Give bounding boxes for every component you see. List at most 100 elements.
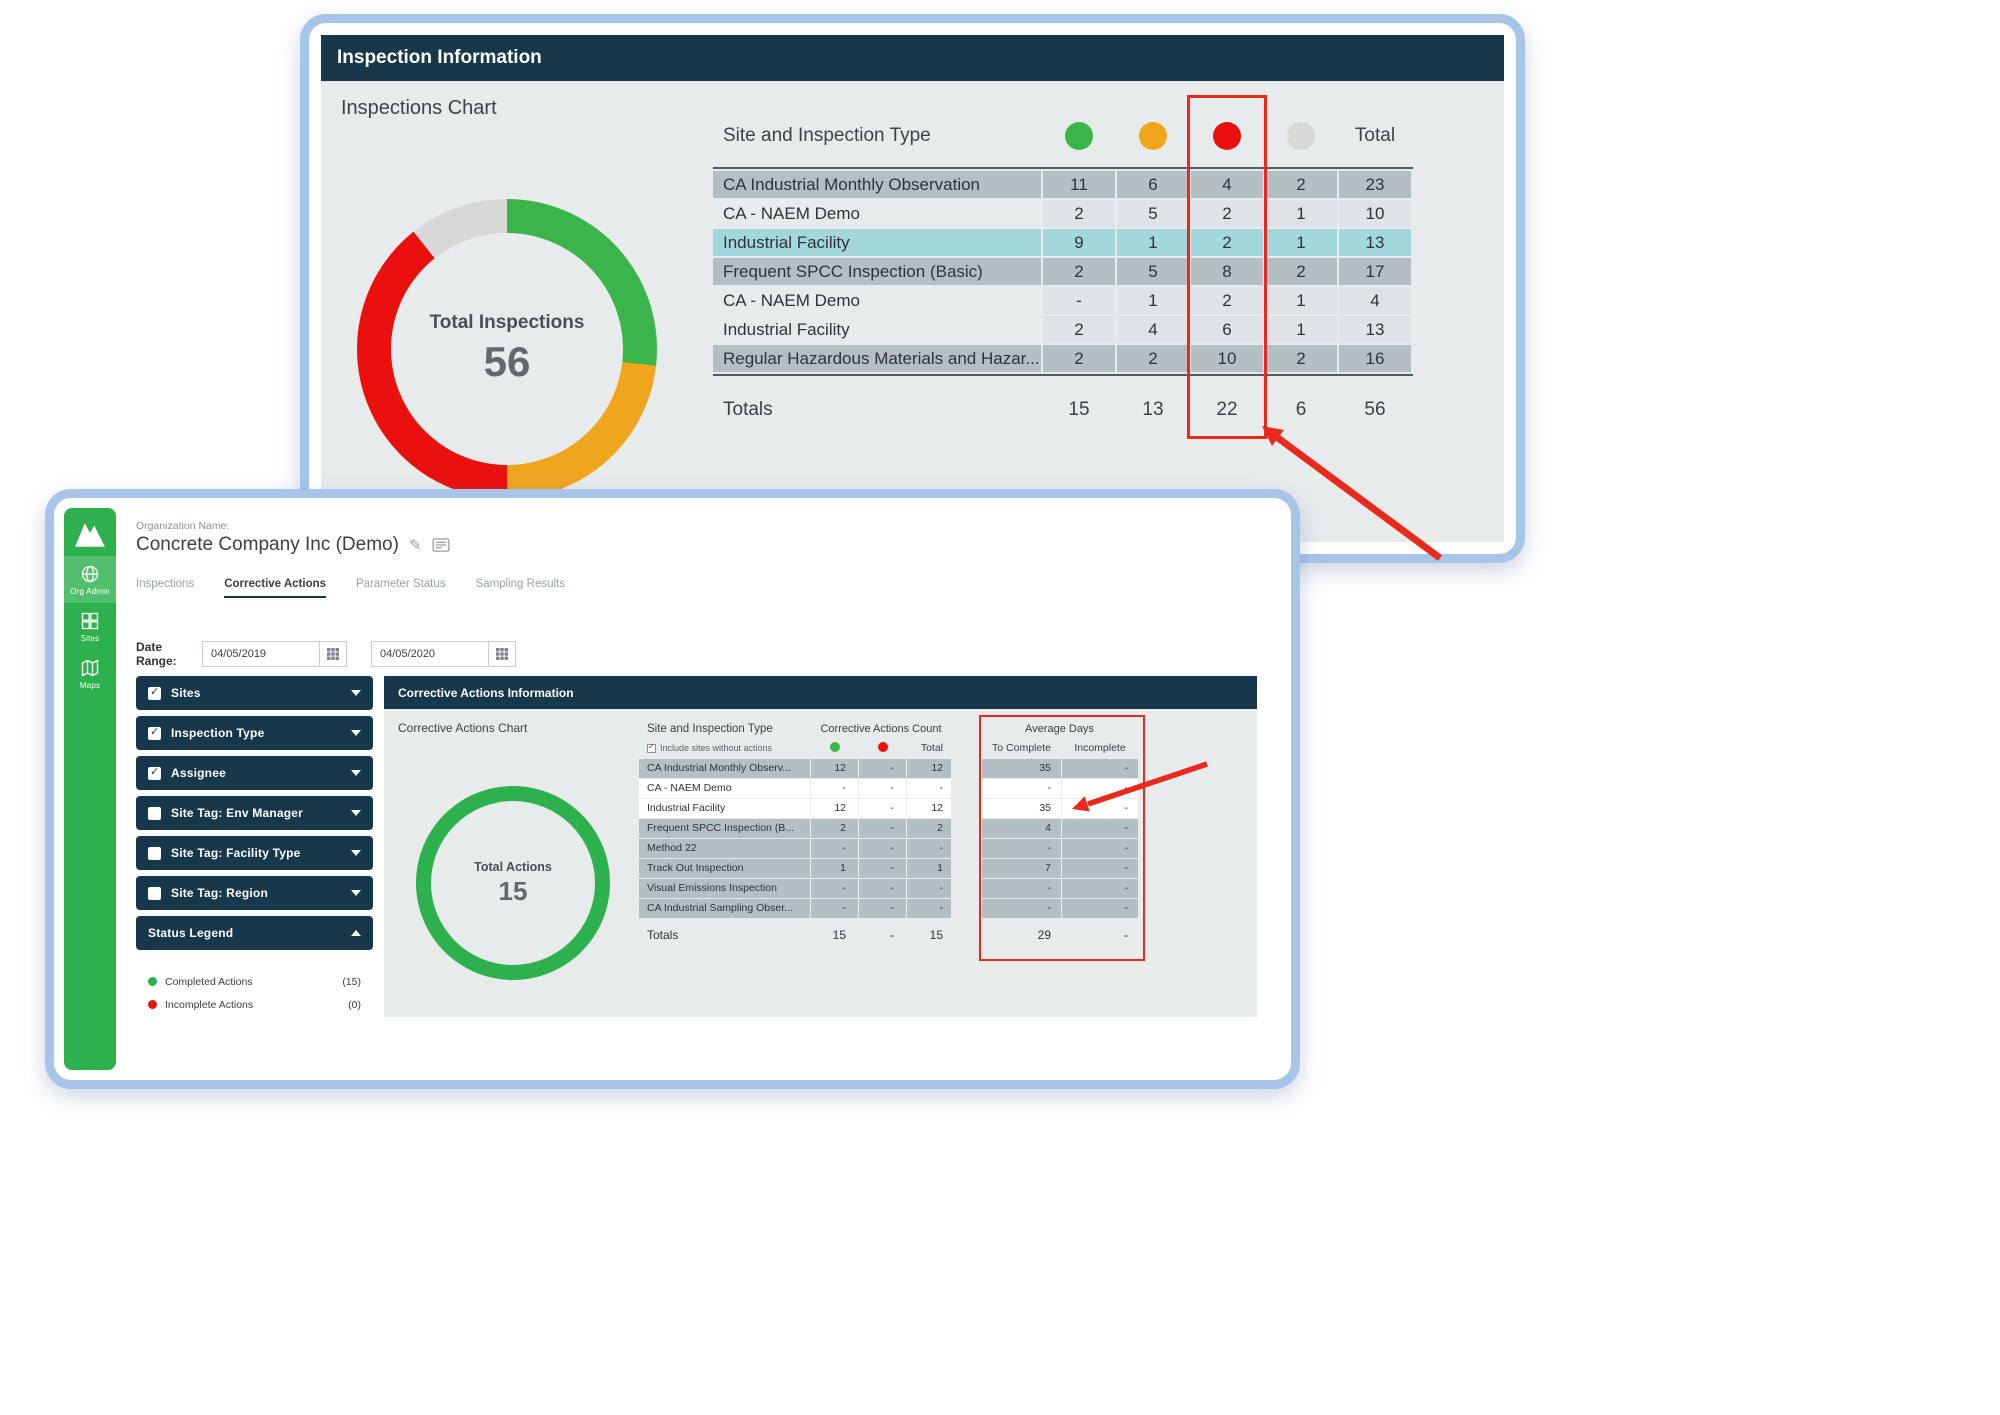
date-range-label: Date Range: <box>136 640 177 668</box>
inspections-donut-chart: Total Inspections 56 <box>357 199 657 499</box>
filter-dropdown-button[interactable]: Status Legend <box>136 916 373 950</box>
total-count-cell: 12 <box>907 759 951 778</box>
organization-name-label: Organization Name: <box>136 520 230 532</box>
column-header-to-complete: To Complete <box>992 742 1051 754</box>
date-end-calendar-button[interactable] <box>489 641 516 667</box>
site-name-cell: Frequent SPCC Inspection (B... <box>639 819 810 838</box>
filter-checkbox[interactable] <box>148 846 161 860</box>
date-start-calendar-button[interactable] <box>320 641 347 667</box>
filter-label: Site Tag: Facility Type <box>171 846 301 860</box>
site-name-cell: Regular Hazardous Materials and Hazar... <box>713 345 1041 372</box>
gray-count-cell: 1 <box>1265 316 1337 343</box>
date-end-input[interactable] <box>371 641 489 667</box>
inspection-type-table: Site and Inspection Type Total CA Indust… <box>713 105 1413 432</box>
filter-checkbox[interactable] <box>148 765 161 780</box>
site-name-cell: Industrial Facility <box>639 799 810 818</box>
filter-dropdown-button[interactable]: Sites <box>136 676 373 710</box>
red-count-cell: - <box>859 859 906 878</box>
totals-orange: 13 <box>1142 399 1164 420</box>
sidebar-label: Org Admin <box>70 587 110 596</box>
site-name-cell: Method 22 <box>639 839 810 858</box>
inspection-table-row[interactable]: Industrial Facility 9 1 2 1 13 <box>713 229 1413 256</box>
red-count-cell: - <box>859 799 906 818</box>
include-sites-checkbox-row[interactable]: Include sites without actions <box>639 743 810 753</box>
filter-dropdown-button[interactable]: Inspection Type <box>136 716 373 750</box>
table-subheader-row: Include sites without actions Total To C… <box>639 737 1144 759</box>
orange-count-cell: 5 <box>1117 258 1189 285</box>
app-logo-icon[interactable] <box>73 518 107 548</box>
green-status-dot-icon <box>829 741 840 752</box>
column-header-incomplete: Incomplete <box>1074 742 1126 754</box>
sidebar-label: Sites <box>80 634 100 643</box>
inspection-table-row[interactable]: Industrial Facility 2 4 6 1 13 <box>713 316 1413 343</box>
corrective-actions-table-row[interactable]: Industrial Facility 12 - 12 35 - <box>639 799 1144 818</box>
filter-dropdown-button[interactable]: Site Tag: Env Manager <box>136 796 373 830</box>
report-tab[interactable]: Inspections <box>136 578 194 598</box>
filter-checkbox[interactable] <box>148 886 161 900</box>
corrective-actions-table-row[interactable]: Track Out Inspection 1 - 1 7 - <box>639 859 1144 878</box>
filter-checkbox[interactable] <box>148 725 161 740</box>
sidebar-item-org-admin[interactable]: Org Admin <box>64 556 116 603</box>
edit-pencil-icon[interactable]: ✎ <box>408 537 422 554</box>
corrective-actions-table-row[interactable]: Visual Emissions Inspection - - - - - <box>639 879 1144 898</box>
corrective-actions-table-row[interactable]: CA Industrial Sampling Obser... - - - - … <box>639 899 1144 918</box>
filter-label: Site Tag: Region <box>171 886 268 900</box>
red-count-cell: - <box>859 879 906 898</box>
totals-to-complete: 29 <box>1037 928 1051 942</box>
map-icon <box>81 659 99 677</box>
total-count-cell: 13 <box>1339 316 1411 343</box>
calendar-grid-icon <box>496 648 508 660</box>
date-end-group <box>371 641 516 667</box>
corrective-actions-table-row[interactable]: Method 22 - - - - - <box>639 839 1144 858</box>
inspection-table-row[interactable]: Regular Hazardous Materials and Hazar...… <box>713 345 1413 372</box>
donut-center-label: Total Inspections <box>429 312 585 333</box>
red-count-cell: 2 <box>1191 200 1263 227</box>
inspection-table-row[interactable]: Frequent SPCC Inspection (Basic) 2 5 8 2… <box>713 258 1413 285</box>
report-tab[interactable]: Sampling Results <box>476 578 565 598</box>
filter-checkbox[interactable] <box>148 806 161 820</box>
avg-days-to-complete-cell: - <box>982 839 1061 858</box>
site-name-cell: CA Industrial Sampling Obser... <box>639 899 810 918</box>
site-name-cell: CA Industrial Monthly Observ... <box>639 759 810 778</box>
sites-grid-icon <box>81 612 99 630</box>
totals-gray: 6 <box>1295 399 1307 420</box>
inspection-table-row[interactable]: CA - NAEM Demo - 1 2 1 4 <box>713 287 1413 314</box>
filter-dropdown-button[interactable]: Site Tag: Facility Type <box>136 836 373 870</box>
globe-icon <box>81 565 99 583</box>
report-tab[interactable]: Corrective Actions <box>224 578 327 598</box>
sidebar-item-sites[interactable]: Sites <box>64 603 116 650</box>
filter-label: Assignee <box>171 766 226 780</box>
filter-checkbox[interactable] <box>148 685 161 700</box>
site-name-cell: CA Industrial Monthly Observation <box>713 171 1041 198</box>
filter-dropdown-button[interactable]: Assignee <box>136 756 373 790</box>
sidebar-item-maps[interactable]: Maps <box>64 650 116 697</box>
include-sites-checkbox[interactable] <box>647 743 656 753</box>
notes-card-icon[interactable] <box>431 538 450 552</box>
report-tabs: Inspections Corrective Actions Parameter… <box>136 578 565 598</box>
red-count-cell: 6 <box>1191 316 1263 343</box>
corrective-actions-chart-label: Corrective Actions Chart <box>398 721 528 735</box>
filter-dropdown-button[interactable]: Site Tag: Region <box>136 876 373 910</box>
corrective-actions-table-row[interactable]: Frequent SPCC Inspection (B... 2 - 2 4 - <box>639 819 1144 838</box>
avg-days-incomplete-cell: - <box>1062 879 1138 898</box>
avg-days-to-complete-cell: 4 <box>982 819 1061 838</box>
corrective-actions-table-row[interactable]: CA Industrial Monthly Observ... 12 - 12 … <box>639 759 1144 778</box>
total-count-cell: 10 <box>1339 200 1411 227</box>
date-start-group <box>202 641 347 667</box>
gray-count-cell: 2 <box>1265 171 1337 198</box>
site-name-cell: CA - NAEM Demo <box>723 291 860 310</box>
total-count-cell: - <box>907 879 951 898</box>
donut-center: Total Actions 15 <box>431 801 595 965</box>
table-group-header-row: Site and Inspection Type Corrective Acti… <box>639 721 1144 737</box>
avg-days-incomplete-cell: - <box>1062 859 1138 878</box>
orange-count-cell: 1 <box>1117 229 1189 256</box>
inspection-table-row[interactable]: CA - NAEM Demo 2 5 2 1 10 <box>713 200 1413 227</box>
date-start-input[interactable] <box>202 641 320 667</box>
totals-red: 22 <box>1216 399 1238 420</box>
chevron-icon <box>351 690 361 696</box>
report-tab[interactable]: Parameter Status <box>356 578 445 598</box>
chevron-icon <box>351 930 361 936</box>
orange-count-cell: 4 <box>1117 316 1189 343</box>
inspection-table-row[interactable]: CA Industrial Monthly Observation 11 6 4… <box>713 171 1413 198</box>
site-name-cell: Industrial Facility <box>713 229 1041 256</box>
